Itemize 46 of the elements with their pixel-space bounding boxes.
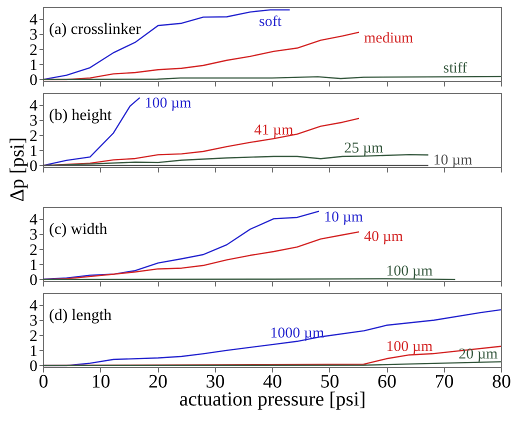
y-tick-label: 1	[30, 142, 38, 160]
y-tick-label: 2	[30, 242, 38, 259]
text: (a) crosslinker	[49, 21, 142, 38]
annotation: 10 µm	[324, 210, 364, 226]
y-tick-label: 0	[30, 358, 38, 375]
x-tick-label: 10	[91, 372, 110, 392]
line-series	[43, 154, 429, 166]
annotation: 100 µm	[386, 338, 434, 355]
text: (c) width	[49, 221, 108, 238]
y-tick-label: 0	[30, 272, 38, 289]
x-tick-label: 60	[378, 372, 396, 392]
annotation: stiff	[443, 60, 468, 76]
annotation: 40 µm	[364, 229, 404, 246]
annotation: soft	[259, 14, 282, 30]
x-tick-label: 70	[434, 372, 454, 392]
y-tick-label: 3	[30, 226, 38, 244]
y-tick-label: 1	[30, 56, 38, 74]
y-tick-label: 2	[30, 42, 38, 59]
annotation: 41 µm	[254, 122, 294, 138]
x-tick-label: 80	[492, 372, 511, 392]
y-axis-title: Δp [psi]	[6, 137, 28, 202]
line-series	[43, 97, 140, 166]
annotation: 25 µm	[344, 140, 384, 156]
annotation: 10 µm	[433, 152, 473, 168]
y-tick-label: 3	[30, 26, 38, 44]
y-tick-label: 0	[30, 158, 38, 175]
y-tick-label: 3	[30, 312, 38, 330]
y-tick-label: 2	[30, 128, 38, 145]
y-tick-label: 3	[30, 112, 38, 130]
y-tick-label: 4	[30, 212, 38, 229]
y-tick-label: 1	[30, 342, 38, 360]
y-tick-label: 4	[30, 12, 38, 29]
line-series	[43, 9, 290, 80]
line-series	[43, 210, 320, 280]
text: (b) height	[49, 107, 112, 124]
y-tick-label: 2	[30, 328, 38, 345]
annotation: medium	[364, 30, 414, 47]
y-tick-label: 1	[30, 256, 38, 274]
y-tick-label: 4	[30, 298, 38, 315]
y-tick-label: 0	[30, 72, 38, 89]
annotation: 100 µm	[386, 263, 434, 280]
annotation: 20 µm	[458, 346, 498, 362]
text: (d) length	[49, 307, 112, 324]
x-tick-label: 20	[148, 372, 168, 392]
annotation: 100 µm	[144, 96, 192, 112]
y-tick-label: 4	[30, 98, 38, 115]
